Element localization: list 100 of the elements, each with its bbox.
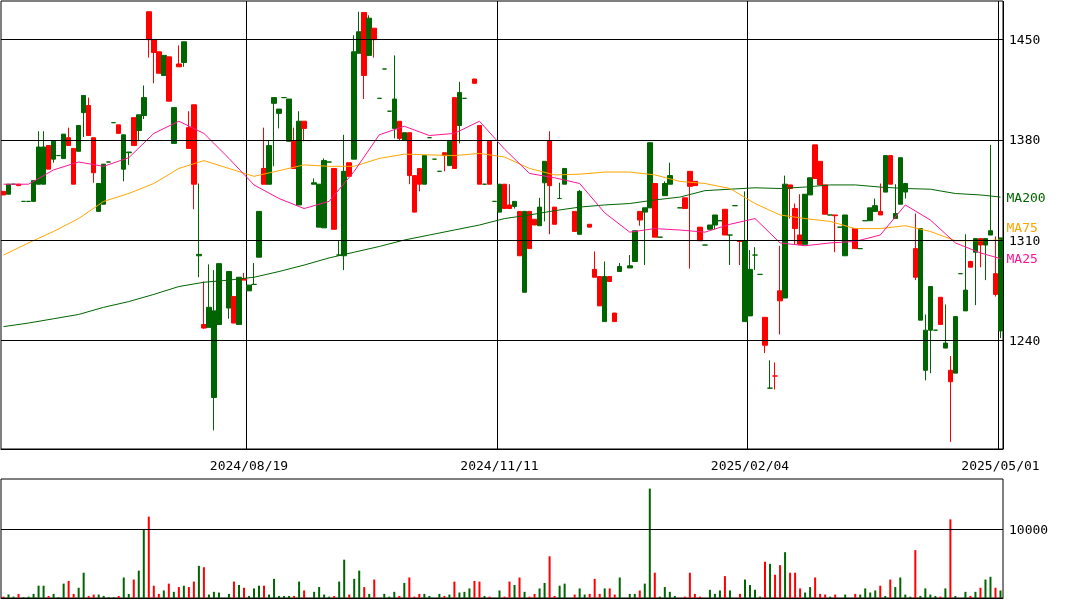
bar: [809, 587, 812, 598]
candlestick: [772, 361, 778, 391]
candlestick: [993, 235, 998, 298]
bar: [603, 588, 606, 598]
bar: [743, 579, 746, 598]
bar: [769, 563, 772, 598]
bar: [72, 593, 75, 598]
bar: [443, 595, 446, 598]
candlestick: [166, 56, 172, 102]
bar: [738, 593, 741, 598]
bar: [363, 587, 366, 598]
candlestick: [452, 97, 457, 169]
bar: [598, 593, 601, 598]
candlestick: [236, 276, 242, 325]
bar: [197, 565, 200, 598]
candlestick: [637, 210, 643, 227]
bar: [513, 585, 516, 598]
bar: [899, 577, 902, 598]
bar: [273, 578, 276, 598]
bar: [518, 577, 521, 598]
bar: [147, 516, 150, 598]
bar: [458, 592, 461, 598]
bar: [258, 585, 261, 598]
bar: [263, 585, 266, 598]
bar: [673, 595, 676, 598]
bar: [964, 591, 967, 598]
bar: [242, 587, 245, 598]
bar: [593, 578, 596, 598]
bar: [152, 585, 155, 598]
bar: [32, 593, 35, 598]
bar: [874, 590, 877, 598]
candlestick: [617, 262, 622, 273]
candlestick: [171, 107, 177, 144]
candlestick: [512, 200, 517, 210]
bar: [298, 581, 301, 598]
line-series: [3, 120, 1001, 260]
bar: [558, 585, 561, 598]
x-tick-label: 2024/08/19: [209, 458, 289, 473]
bar: [418, 593, 421, 598]
candlestick: [46, 145, 51, 170]
bar: [693, 593, 696, 598]
x-tick-label: 2024/11/11: [460, 458, 539, 473]
bar: [508, 581, 511, 598]
bar: [819, 593, 822, 598]
bar: [167, 583, 170, 598]
candlestick: [547, 130, 552, 235]
candlestick: [81, 94, 86, 138]
bar: [728, 590, 731, 598]
candlestick: [557, 182, 562, 200]
candlestick: [737, 240, 743, 266]
bar: [994, 587, 997, 598]
candlestick: [76, 125, 81, 152]
bar: [333, 595, 336, 598]
bar: [618, 577, 621, 598]
bar: [949, 519, 952, 598]
candlestick: [767, 359, 773, 389]
candlestick: [572, 210, 577, 232]
bar: [754, 589, 757, 598]
bar: [708, 589, 711, 598]
candlestick: [762, 316, 768, 354]
bar: [764, 561, 767, 598]
series-label: MA75: [1006, 219, 1038, 235]
candlestick: [226, 271, 232, 320]
candlestick: [938, 296, 943, 325]
candlestick: [878, 182, 883, 216]
bar: [438, 593, 441, 598]
bar: [67, 580, 70, 598]
bar: [428, 595, 431, 598]
bar: [248, 595, 250, 598]
bar: [628, 593, 631, 598]
bar: [338, 581, 341, 598]
bar: [688, 572, 691, 598]
y-tick-label: 1240: [1009, 332, 1041, 348]
candlestick: [1, 190, 6, 196]
candlestick: [963, 233, 968, 312]
candlestick: [842, 214, 848, 257]
bar: [974, 591, 977, 598]
y-tick-label: 10000: [1009, 522, 1049, 538]
bar: [553, 595, 556, 598]
candlestick: [948, 355, 953, 443]
bar: [343, 559, 346, 598]
bar: [52, 593, 55, 598]
bar: [814, 577, 817, 598]
candlestick: [201, 281, 207, 330]
candlestick: [943, 303, 948, 349]
candlestick: [176, 44, 182, 68]
bar: [398, 595, 401, 598]
bar: [854, 593, 857, 598]
bar: [87, 595, 90, 598]
candlestick: [286, 98, 292, 142]
candlestick: [371, 27, 377, 59]
candlestick: [632, 230, 638, 262]
bar: [999, 590, 1002, 598]
bar: [473, 580, 476, 598]
candlestick: [392, 54, 397, 139]
candlestick: [517, 210, 522, 257]
y-tick-label: 1310: [1009, 232, 1041, 248]
x-tick-label: 2025/02/04: [710, 458, 790, 473]
bar: [884, 595, 887, 598]
candlestick: [607, 276, 612, 283]
